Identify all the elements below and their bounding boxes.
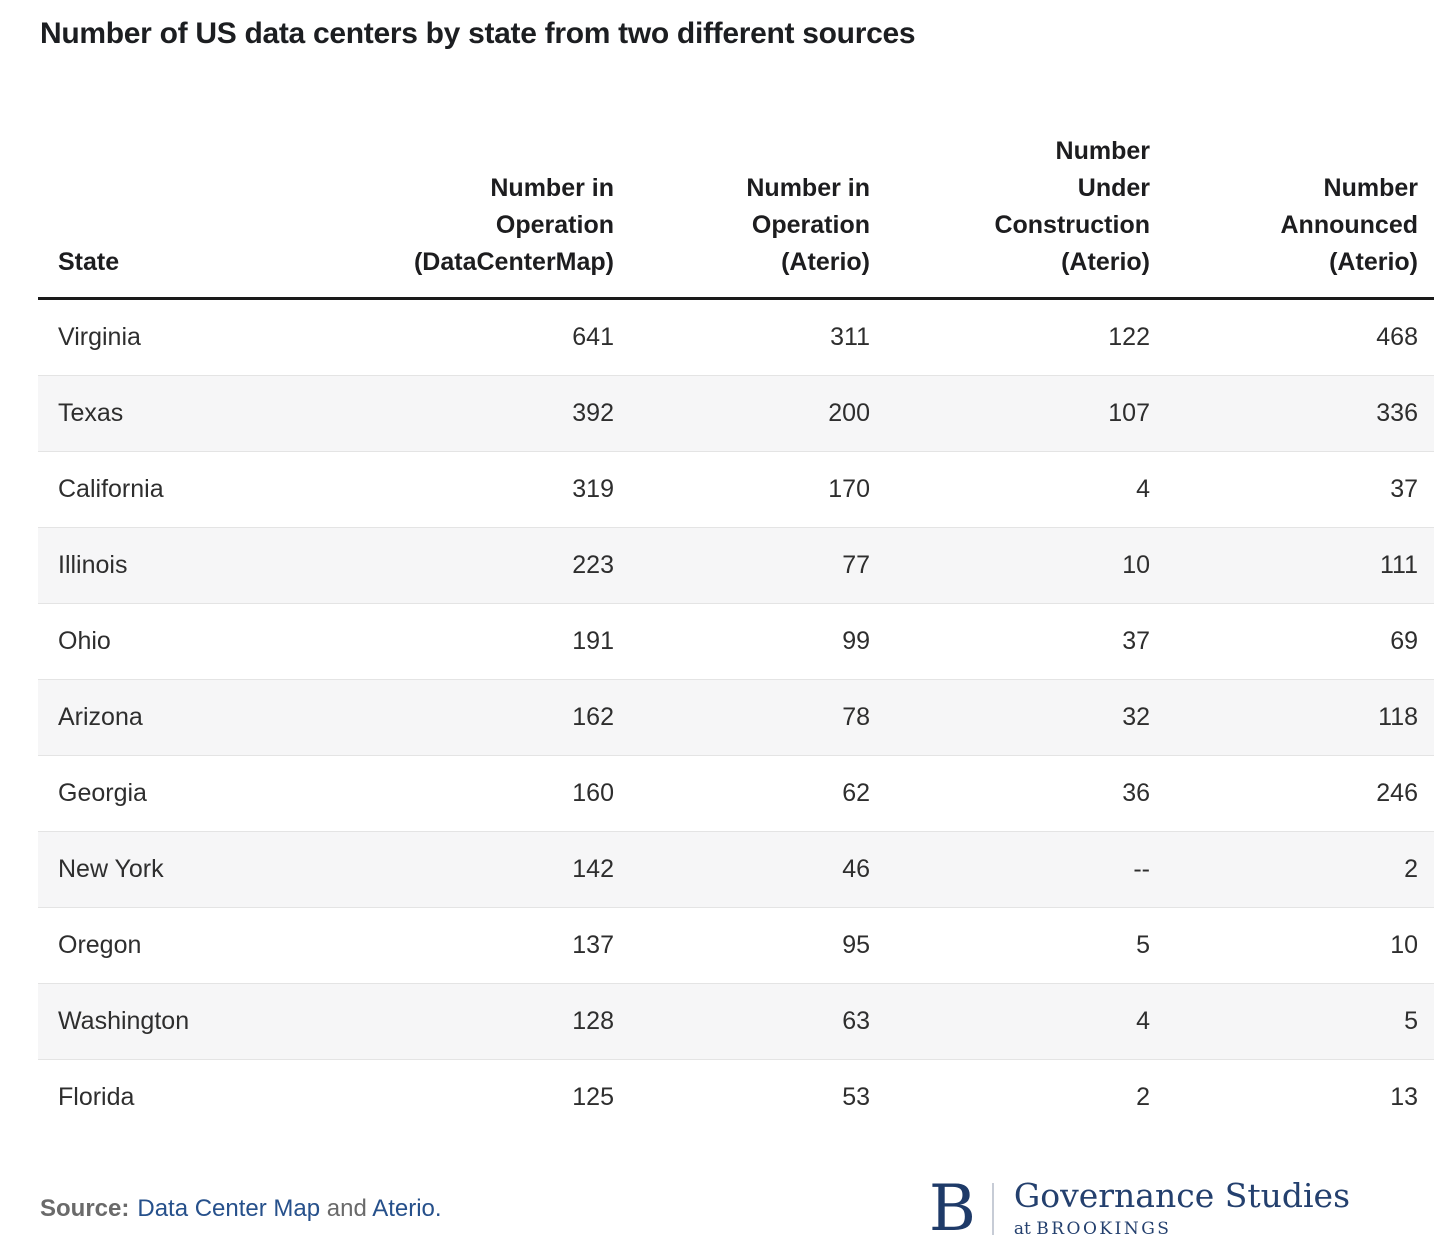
value-cell-in-operation-datacentermap: 319 bbox=[338, 451, 630, 528]
logo-org-name: at BROOKINGS bbox=[1014, 1219, 1350, 1239]
state-cell: New York bbox=[38, 831, 338, 908]
brookings-b-mark: B bbox=[928, 1172, 976, 1246]
value-cell-announced-aterio: 336 bbox=[1166, 375, 1434, 452]
value-cell-in-operation-aterio: 62 bbox=[630, 755, 886, 832]
data-centers-table: State Number in Operation (DataCenterMap)… bbox=[38, 133, 1434, 1135]
table-row: Texas 392 200 107 336 bbox=[38, 375, 1434, 452]
value-cell-announced-aterio: 246 bbox=[1166, 755, 1434, 832]
column-header-in-operation-aterio: Number in Operation (Aterio) bbox=[630, 133, 886, 300]
value-cell-in-operation-aterio: 99 bbox=[630, 603, 886, 680]
logo-divider bbox=[991, 1183, 994, 1235]
value-cell-in-operation-aterio: 63 bbox=[630, 983, 886, 1060]
source-link[interactable]: . bbox=[434, 1195, 442, 1222]
value-cell-under-construction-aterio: 4 bbox=[886, 451, 1166, 528]
state-cell: Arizona bbox=[38, 679, 338, 756]
state-cell: Florida bbox=[38, 1059, 338, 1135]
logo-text: Governance Studies at BROOKINGS bbox=[1014, 1179, 1350, 1239]
value-cell-announced-aterio: 468 bbox=[1376, 323, 1418, 351]
source-links: Data Center Map and Aterio. bbox=[137, 1195, 441, 1222]
value-cell-in-operation-datacentermap: 125 bbox=[338, 1059, 630, 1135]
state-cell: Oregon bbox=[38, 907, 338, 984]
value-cell-announced-aterio: 69 bbox=[1166, 603, 1434, 680]
value-cell-under-construction-aterio: 36 bbox=[886, 755, 1166, 832]
state-cell: Texas bbox=[38, 375, 338, 452]
value-cell-announced-aterio: 5 bbox=[1166, 983, 1434, 1060]
table-row: Virginia 641 311 122 468 bbox=[38, 299, 1434, 376]
value-cell-in-operation-aterio: 78 bbox=[630, 679, 886, 756]
value-cell-announced-aterio: 13 bbox=[1166, 1059, 1434, 1135]
table-header: State Number in Operation (DataCenterMap)… bbox=[38, 133, 1434, 300]
value-cell-under-construction-aterio: 32 bbox=[886, 679, 1166, 756]
table-row: California 319 170 4 37 bbox=[38, 451, 1434, 528]
value-cell-in-operation-aterio: 95 bbox=[630, 907, 886, 984]
footer: Source: Data Center Map and Aterio. B Gov… bbox=[38, 1177, 1350, 1241]
state-cell: Illinois bbox=[38, 527, 338, 604]
table-row: Florida 125 53 2 13 bbox=[38, 1059, 1434, 1135]
state-cell: Georgia bbox=[38, 755, 338, 832]
state-cell: California bbox=[38, 451, 338, 528]
column-header-under-construction-aterio: Number Under Construction (Aterio) bbox=[886, 133, 1166, 300]
column-header-state: State bbox=[38, 133, 338, 300]
value-cell-in-operation-datacentermap: 392 bbox=[338, 375, 630, 452]
value-cell-in-operation-datacentermap: 191 bbox=[338, 603, 630, 680]
state-cell: Virginia bbox=[58, 323, 141, 351]
value-cell-in-operation-aterio: 77 bbox=[630, 527, 886, 604]
table-row: Oregon 137 95 5 10 bbox=[38, 907, 1434, 984]
value-cell-in-operation-datacentermap: 223 bbox=[338, 527, 630, 604]
logo-brookings-wordmark: BROOKINGS bbox=[1036, 1218, 1172, 1239]
state-cell: Ohio bbox=[38, 603, 338, 680]
value-cell-under-construction-aterio: 5 bbox=[886, 907, 1166, 984]
table-row: Ohio 191 99 37 69 bbox=[38, 603, 1434, 680]
value-cell-in-operation-aterio: 311 bbox=[830, 323, 870, 351]
value-cell-in-operation-aterio: 200 bbox=[630, 375, 886, 452]
source-label: Source: bbox=[40, 1195, 130, 1222]
column-header-announced-aterio: Number Announced (Aterio) bbox=[1166, 133, 1434, 300]
value-cell-in-operation-datacentermap: 162 bbox=[338, 679, 630, 756]
value-cell-in-operation-datacentermap: 137 bbox=[338, 907, 630, 984]
table-header-row: State Number in Operation (DataCenterMap)… bbox=[38, 133, 1434, 300]
value-cell-in-operation-aterio: 53 bbox=[630, 1059, 886, 1135]
value-cell-announced-aterio: 37 bbox=[1166, 451, 1434, 528]
value-cell-announced-aterio: 10 bbox=[1166, 907, 1434, 984]
value-cell-under-construction-aterio: 122 bbox=[1108, 323, 1150, 351]
value-cell-under-construction-aterio: -- bbox=[886, 831, 1166, 908]
table-body: Virginia 641 311 122 468 Texas 392 200 107 336 Cal… bbox=[38, 299, 1434, 1135]
source-text: and bbox=[320, 1195, 373, 1222]
value-cell-under-construction-aterio: 37 bbox=[886, 603, 1166, 680]
value-cell-in-operation-aterio: 170 bbox=[630, 451, 886, 528]
value-cell-announced-aterio: 111 bbox=[1166, 527, 1434, 604]
value-cell-under-construction-aterio: 2 bbox=[886, 1059, 1166, 1135]
value-cell-announced-aterio: 118 bbox=[1166, 679, 1434, 756]
value-cell-in-operation-datacentermap: 160 bbox=[338, 755, 630, 832]
value-cell-in-operation-aterio: 46 bbox=[630, 831, 886, 908]
logo-at-prefix: at bbox=[1013, 1218, 1037, 1239]
source-note: Source: Data Center Map and Aterio. bbox=[38, 1195, 442, 1223]
source-link[interactable]: Aterio bbox=[372, 1195, 435, 1222]
table-row: Arizona 162 78 32 118 bbox=[38, 679, 1434, 756]
brookings-logo: B Governance Studies at BROOKINGS bbox=[929, 1177, 1350, 1241]
value-cell-announced-aterio: 2 bbox=[1166, 831, 1434, 908]
table-row: Georgia 160 62 36 246 bbox=[38, 755, 1434, 832]
value-cell-in-operation-datacentermap: 142 bbox=[338, 831, 630, 908]
logo-program-name: Governance Studies bbox=[1013, 1176, 1350, 1216]
table-row: Washington 128 63 4 5 bbox=[38, 983, 1434, 1060]
value-cell-under-construction-aterio: 10 bbox=[886, 527, 1166, 604]
source-link[interactable]: Data Center Map bbox=[137, 1195, 321, 1222]
column-header-in-operation-datacentermap: Number in Operation (DataCenterMap) bbox=[338, 133, 630, 300]
value-cell-under-construction-aterio: 4 bbox=[886, 983, 1166, 1060]
value-cell-under-construction-aterio: 107 bbox=[886, 375, 1166, 452]
page-title: Number of US data centers by state from … bbox=[40, 17, 916, 50]
value-cell-in-operation-datacentermap: 128 bbox=[338, 983, 630, 1060]
table-row: Illinois 223 77 10 111 bbox=[38, 527, 1434, 604]
value-cell-in-operation-datacentermap: 641 bbox=[572, 323, 614, 351]
state-cell: Washington bbox=[38, 983, 338, 1060]
table-row: New York 142 46 -- 2 bbox=[38, 831, 1434, 908]
